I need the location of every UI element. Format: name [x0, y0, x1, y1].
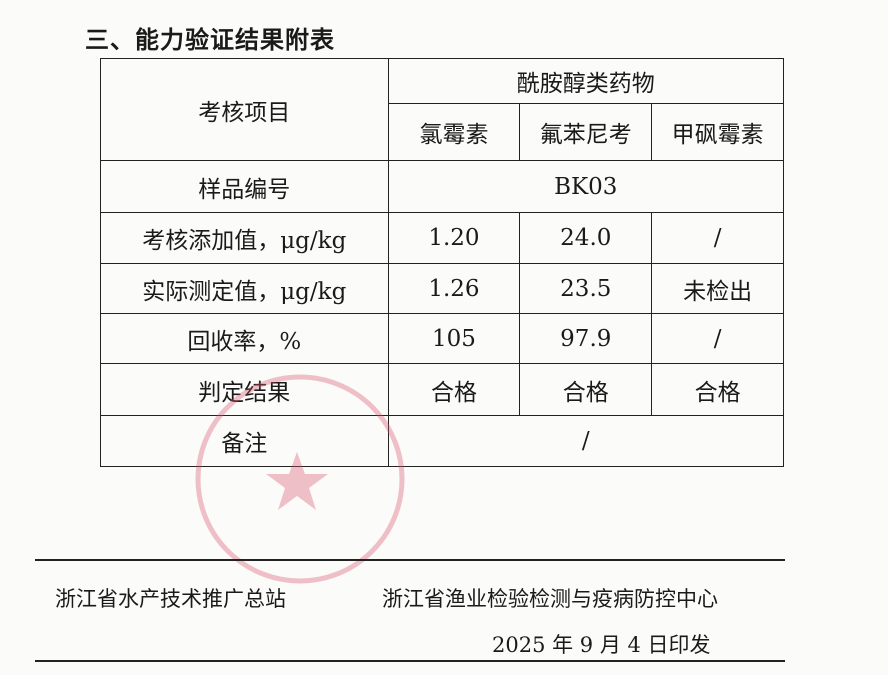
cell: 97.9 — [519, 313, 653, 364]
cell: 23.5 — [519, 263, 653, 314]
cell: 未检出 — [651, 263, 784, 314]
issuer-1: 浙江省水产技术推广总站 — [55, 587, 286, 611]
table-row: 考核添加值，μg/kg 1.20 24.0 / — [100, 212, 784, 264]
table-row: 判定结果 合格 合格 合格 — [100, 363, 784, 416]
drug-header: 氟苯尼考 — [519, 103, 653, 161]
row-label: 实际测定值，μg/kg — [100, 263, 389, 314]
remark-value: / — [387, 415, 785, 467]
row-label: 考核添加值，μg/kg — [100, 212, 389, 264]
divider-top — [35, 559, 785, 561]
drug-header: 甲砜霉素 — [651, 103, 784, 161]
divider-bottom — [35, 660, 785, 662]
issuer-2: 浙江省渔业检验检测与疫病防控中心 — [382, 587, 718, 611]
cell: 1.20 — [387, 212, 521, 264]
row-label: 判定结果 — [100, 363, 389, 416]
section-title: 三、能力验证结果附表 — [85, 26, 335, 54]
cell: 1.26 — [387, 263, 521, 314]
item-header: 考核项目 — [100, 58, 389, 161]
row-label: 回收率，% — [100, 313, 389, 364]
cell: 合格 — [519, 363, 653, 416]
drug-header: 氯霉素 — [387, 103, 521, 161]
cell: 24.0 — [519, 212, 653, 264]
row-label: 样品编号 — [100, 160, 389, 213]
table-row: 回收率，% 105 97.9 / — [100, 313, 784, 364]
row-label: 备注 — [100, 415, 389, 467]
cell: 合格 — [651, 363, 784, 416]
cell: 合格 — [387, 363, 521, 416]
cell: / — [651, 212, 784, 264]
cell: 105 — [387, 313, 521, 364]
table-row: 实际测定值，μg/kg 1.26 23.5 未检出 — [100, 263, 784, 314]
sample-id: BK03 — [387, 160, 785, 213]
issue-date: 2025 年 9 月 4 日印发 — [492, 633, 711, 657]
results-table: 考核项目 酰胺醇类药物 氯霉素 氟苯尼考 甲砜霉素 样品编号 BK03 考核添加… — [100, 58, 785, 467]
group-header: 酰胺醇类药物 — [387, 58, 785, 104]
cell: / — [651, 313, 784, 364]
